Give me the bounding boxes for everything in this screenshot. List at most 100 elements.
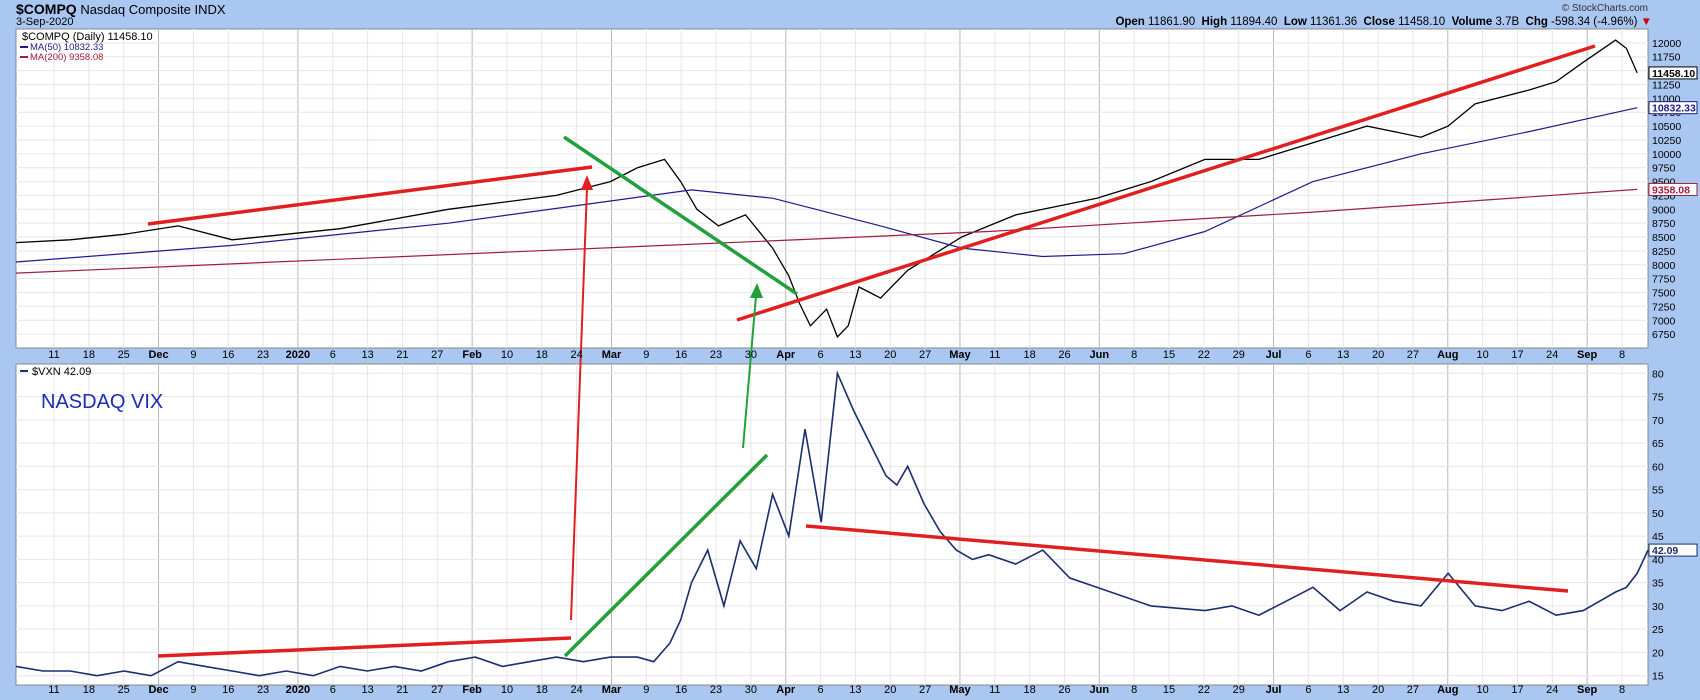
x-tick-label: 8 [1619, 684, 1625, 696]
y-tick-label: 25 [1652, 624, 1664, 636]
x-tick-label: 20 [884, 684, 896, 696]
nasdaq-vix-annotation: NASDAQ VIX [41, 391, 163, 413]
x-tick-label: 10 [1476, 349, 1488, 361]
x-tick-label: May [949, 684, 971, 696]
open-label: Open [1115, 16, 1145, 28]
chart-date: 3-Sep-2020 [16, 16, 74, 28]
close-value: 11458.10 [1398, 16, 1446, 28]
x-tick-label: Mar [602, 349, 622, 361]
x-tick-label: 24 [571, 349, 583, 361]
exchange: INDX [194, 2, 226, 17]
x-tick-label: May [949, 349, 971, 361]
x-tick-label: 27 [1407, 349, 1419, 361]
trendline-green-1 [563, 135, 798, 296]
x-tick-label: 27 [919, 349, 931, 361]
x-tick-label: 13 [361, 684, 373, 696]
x-tick-label: 6 [818, 349, 824, 361]
x-tick-label: 30 [745, 349, 757, 361]
x-tick-label: 24 [571, 684, 583, 696]
x-tick-label: 22 [1198, 349, 1210, 361]
x-tick-label: 13 [1337, 349, 1349, 361]
trendline-red-1 [147, 165, 593, 226]
price-panel [15, 28, 1649, 349]
y-tick-label: 7500 [1652, 288, 1676, 300]
credit: © StockCharts.com [1561, 3, 1648, 14]
x-tick-label: 18 [83, 349, 95, 361]
volume-label: Volume [1451, 16, 1493, 28]
x-tick-label: 8 [1131, 684, 1137, 696]
arrow-green-shaft [742, 295, 757, 449]
x-tick-label: 16 [675, 684, 687, 696]
x-tick-label: 18 [536, 349, 548, 361]
x-tick-label: Feb [462, 349, 482, 361]
close-label: Close [1363, 16, 1395, 28]
y-tick-label: 55 [1652, 485, 1664, 497]
y-tick-label: 8000 [1652, 260, 1676, 272]
last-value-tag [1648, 101, 1698, 115]
x-tick-label: 27 [1407, 684, 1419, 696]
x-tick-label: 27 [431, 349, 443, 361]
x-tick-label: Aug [1437, 349, 1458, 361]
x-tick-label: 13 [849, 684, 861, 696]
y-tick-label: 80 [1652, 368, 1664, 380]
x-tick-label: 23 [257, 684, 269, 696]
x-tick-label: 26 [1058, 684, 1070, 696]
x-tick-label: Dec [148, 684, 168, 696]
high-value: 11894.40 [1230, 16, 1278, 28]
y-tick-label: 35 [1652, 578, 1664, 590]
x-tick-label: Mar [602, 684, 622, 696]
x-tick-label: 21 [396, 684, 408, 696]
low-value: 11361.36 [1310, 16, 1358, 28]
y-tick-label: 6750 [1652, 329, 1676, 341]
x-tick-label: Apr [776, 349, 796, 361]
legend-vxn: $VXN 42.09 [32, 366, 91, 378]
x-tick-label: 9 [643, 349, 649, 361]
x-tick-label: 25 [118, 684, 130, 696]
chg-label: Chg [1525, 16, 1548, 28]
x-tick-label: 25 [118, 349, 130, 361]
symbol: $COMPQ [16, 1, 77, 17]
x-tick-label: Aug [1437, 684, 1458, 696]
x-tick-label: Sep [1577, 684, 1597, 696]
x-tick-label: Feb [462, 684, 482, 696]
x-tick-label: Jul [1266, 349, 1282, 361]
x-tick-label: 26 [1058, 349, 1070, 361]
x-tick-label: 29 [1233, 684, 1245, 696]
x-tick-label: 10 [501, 349, 513, 361]
trendline-annotations [147, 44, 1596, 658]
y-tick-label: 10250 [1652, 135, 1681, 147]
series-line-price [15, 39, 1638, 339]
x-tick-label: 13 [849, 349, 861, 361]
arrow-green-head-icon [750, 283, 763, 298]
last-value-label: 10832.33 [1652, 103, 1696, 115]
y-tick-label: 12000 [1652, 38, 1681, 50]
x-tick-label: 13 [1337, 684, 1349, 696]
y-tick-label: 50 [1652, 508, 1664, 520]
y-tick-label: 7000 [1652, 315, 1676, 327]
ohlc-summary: Open 11861.90 High 11894.40 Low 11361.36… [1115, 16, 1652, 28]
y-tick-label: 70 [1652, 415, 1664, 427]
y-tick-label: 15 [1652, 671, 1664, 683]
y-tick-label: 40 [1652, 554, 1664, 566]
y-tick-label: 7250 [1652, 301, 1676, 313]
y-tick-label: 65 [1652, 438, 1664, 450]
x-tick-label: 20 [1372, 349, 1384, 361]
last-value-label: 11458.10 [1652, 68, 1695, 80]
x-tick-label: 24 [1546, 349, 1558, 361]
arrow-red-head-icon [581, 175, 593, 190]
x-tick-label: 16 [222, 349, 234, 361]
x-tick-label: 2020 [286, 349, 310, 361]
x-tick-label: 16 [675, 349, 687, 361]
x-tick-label: 21 [396, 349, 408, 361]
y-tick-label: 9750 [1652, 163, 1676, 175]
open-value: 11861.90 [1148, 16, 1196, 28]
vix-panel [15, 363, 1649, 686]
legend-price: $COMPQ (Daily) 11458.10 [22, 31, 153, 43]
y-tick-label: 9000 [1652, 204, 1676, 216]
y-tick-label: 8750 [1652, 218, 1676, 230]
legend-ma200: MA(200) 9358.08 [30, 52, 103, 63]
arrow-red-shaft [570, 187, 588, 621]
x-tick-label: 15 [1163, 349, 1175, 361]
x-tick-label: 20 [884, 349, 896, 361]
